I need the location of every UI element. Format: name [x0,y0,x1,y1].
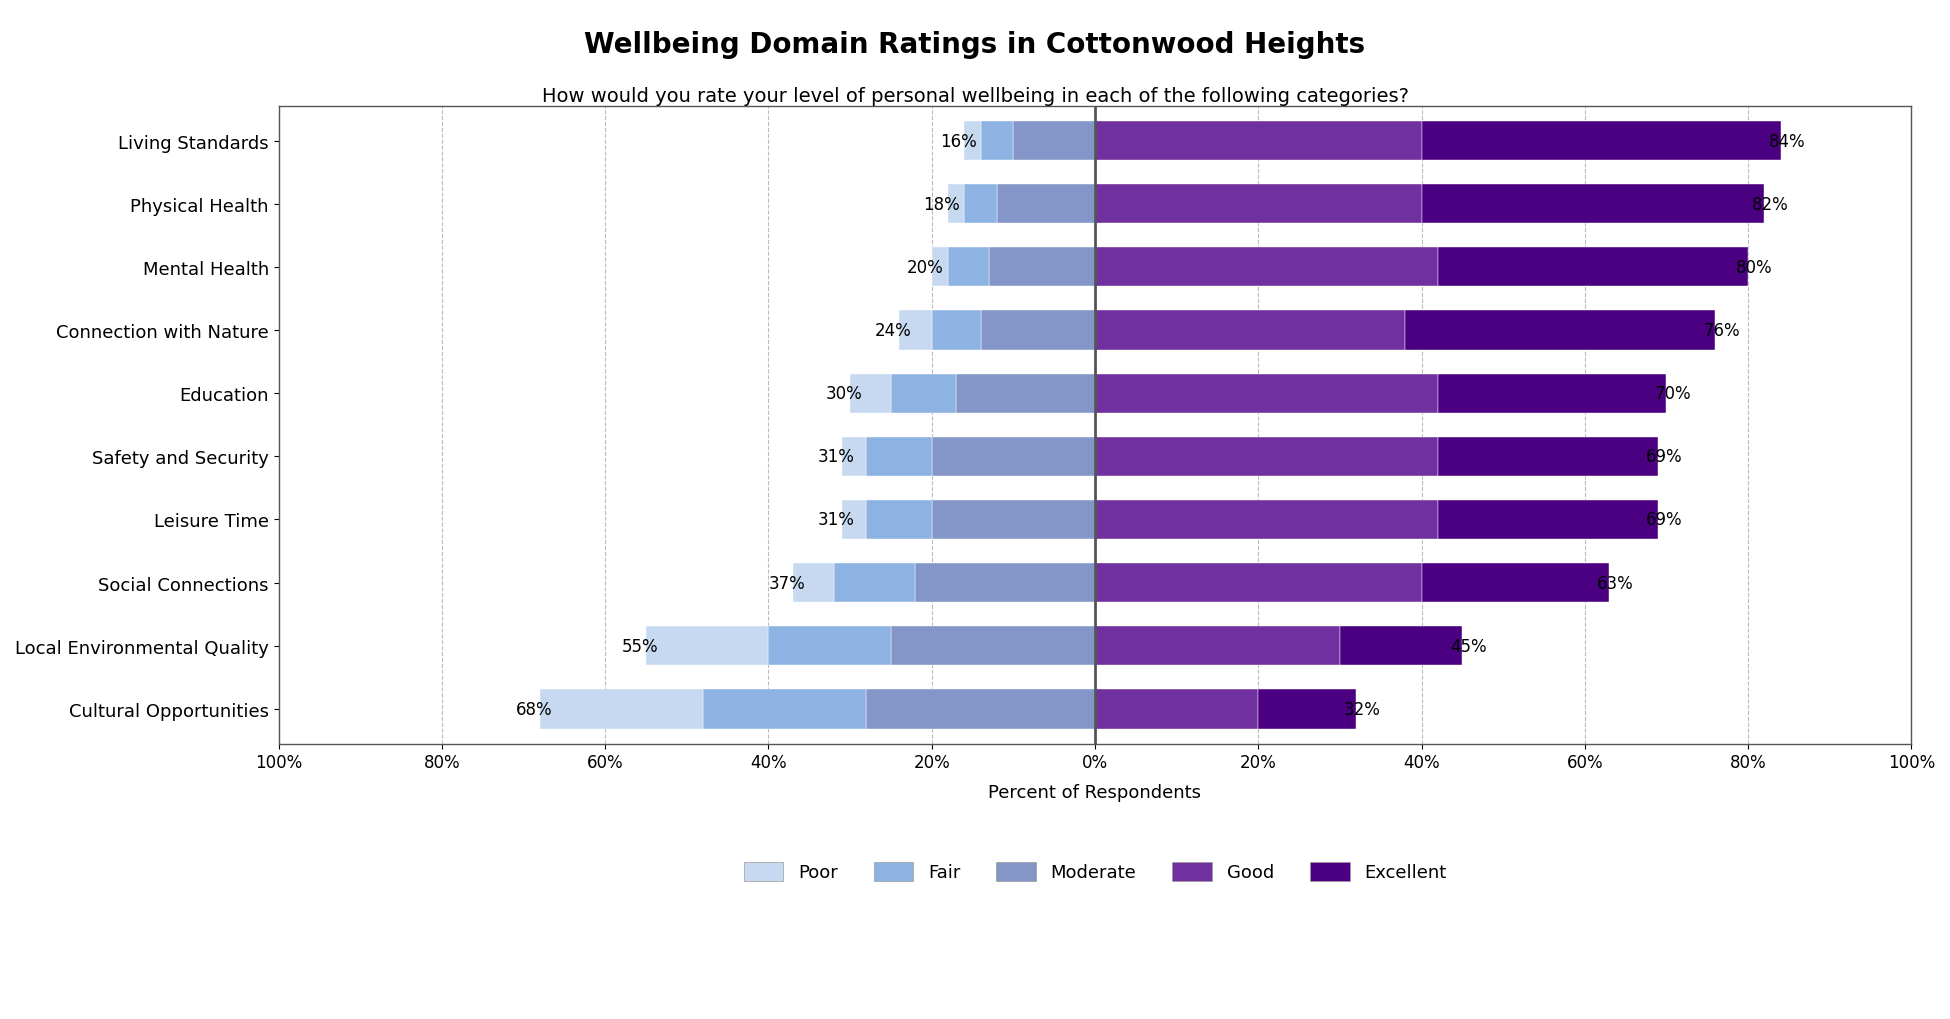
Bar [1096,500,1437,539]
Text: 37%: 37% [768,574,805,592]
Bar [835,564,915,602]
Bar [899,311,932,351]
Legend: Poor, Fair, Moderate, Good, Excellent: Poor, Fair, Moderate, Good, Excellent [737,855,1453,889]
Bar [1096,122,1422,161]
Text: 80%: 80% [1736,259,1773,276]
Bar [996,184,1096,224]
Bar [981,311,1096,351]
Bar [850,374,891,414]
Bar [866,690,1096,729]
Text: 24%: 24% [874,322,911,339]
Bar [1096,374,1437,414]
Bar [842,500,866,539]
Bar [965,184,996,224]
Text: 63%: 63% [1597,574,1634,592]
Bar [1406,311,1716,351]
Bar [956,374,1096,414]
Text: How would you rate your level of personal wellbeing in each of the following cat: How would you rate your level of persona… [542,87,1408,106]
Bar [1014,122,1096,161]
Bar [1096,690,1258,729]
Bar [768,627,891,665]
X-axis label: Percent of Respondents: Percent of Respondents [989,783,1201,801]
Bar [1340,627,1462,665]
Text: 76%: 76% [1702,322,1739,339]
Bar [1258,690,1357,729]
Bar [540,690,704,729]
Bar [1437,248,1747,287]
Text: 55%: 55% [622,637,659,655]
Text: 70%: 70% [1654,385,1691,403]
Text: 18%: 18% [924,196,959,214]
Text: 45%: 45% [1451,637,1486,655]
Text: 84%: 84% [1769,132,1806,151]
Text: 31%: 31% [817,448,854,466]
Bar [866,500,932,539]
Bar [948,184,965,224]
Bar [866,437,932,477]
Bar [891,627,1096,665]
Text: 69%: 69% [1646,448,1683,466]
Bar [704,690,866,729]
Bar [932,311,981,351]
Bar [891,374,955,414]
Bar [1422,122,1780,161]
Bar [1422,184,1765,224]
Bar [948,248,989,287]
Text: 69%: 69% [1646,511,1683,529]
Text: 31%: 31% [817,511,854,529]
Bar [981,122,1014,161]
Text: 32%: 32% [1344,700,1381,718]
Bar [1437,437,1658,477]
Bar [794,564,835,602]
Bar [1096,437,1437,477]
Bar [965,122,981,161]
Bar [932,500,1096,539]
Text: 82%: 82% [1753,196,1788,214]
Bar [645,627,768,665]
Bar [1437,374,1667,414]
Bar [1422,564,1609,602]
Bar [989,248,1096,287]
Text: 68%: 68% [515,700,552,718]
Bar [1096,627,1340,665]
Bar [842,437,866,477]
Text: Wellbeing Domain Ratings in Cottonwood Heights: Wellbeing Domain Ratings in Cottonwood H… [585,31,1365,58]
Bar [915,564,1096,602]
Bar [1096,564,1422,602]
Text: 30%: 30% [825,385,862,403]
Bar [1096,248,1437,287]
Bar [1096,184,1422,224]
Text: 16%: 16% [940,132,977,151]
Bar [1437,500,1658,539]
Bar [932,248,948,287]
Bar [1096,311,1406,351]
Text: 20%: 20% [907,259,944,276]
Bar [932,437,1096,477]
